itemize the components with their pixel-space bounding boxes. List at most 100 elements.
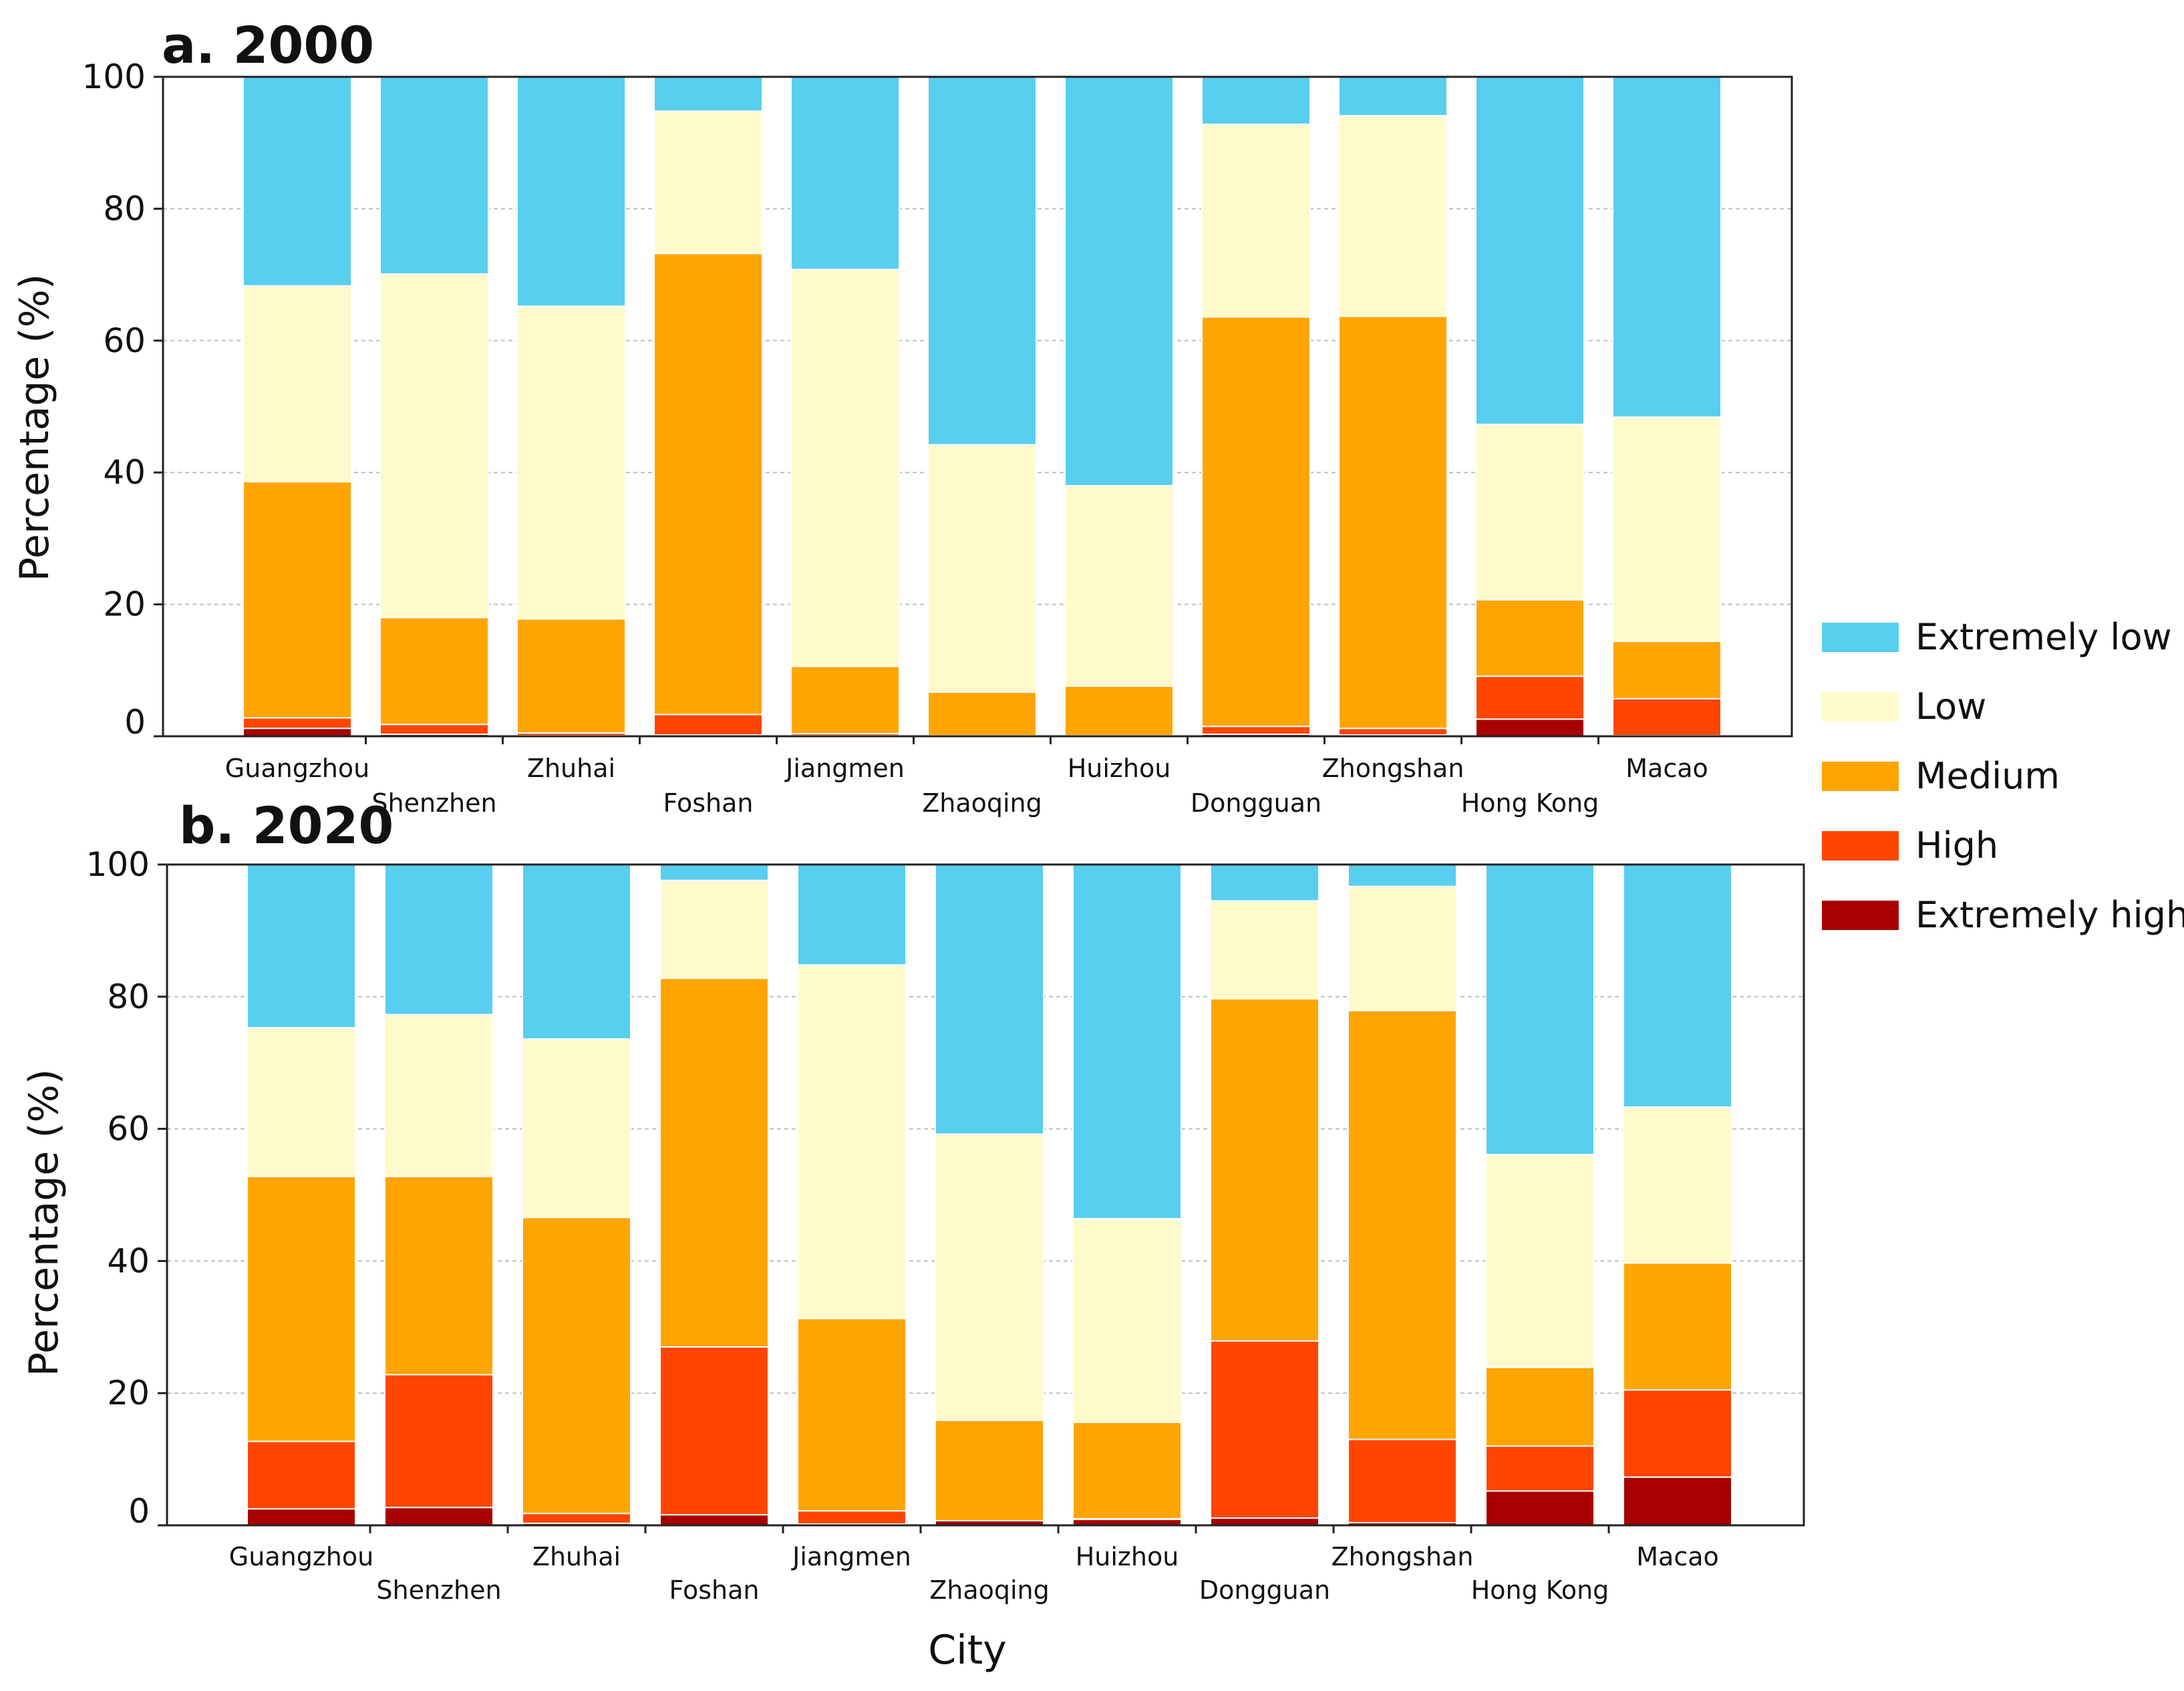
bar-foshan-high-2020	[659, 1346, 769, 1516]
x-tick-label-zhongshan: Zhongshan	[1322, 754, 1464, 783]
y-tick-label: 100	[86, 845, 150, 884]
bar-guangzhou-low-2020	[247, 1027, 356, 1177]
bar-guangzhou-high-2000	[243, 717, 352, 730]
panel-2020: b. 2020 Percentage (%) City 0 20 40 60 80 100…	[21, 796, 1805, 1674]
bar-stack-zhuhai-2020	[522, 864, 631, 1526]
legend-swatch-medium	[1822, 762, 1899, 791]
bar-zhuhai-medium-2020	[522, 1217, 631, 1515]
bar-stack-dongguan-2000	[1201, 76, 1311, 737]
bar-zhuhai-extremely-low-2000	[516, 76, 626, 307]
bar-zhongshan-extremely-low-2020	[1348, 864, 1457, 887]
x-tick-label-zhongshan: Zhongshan	[1332, 1542, 1474, 1571]
bar-zhaoqing-medium-2020	[935, 1419, 1044, 1522]
panel-title-2020: b. 2020	[179, 796, 394, 855]
bar-zhaoqing-extremely-low-2000	[927, 76, 1037, 446]
bar-dongguan-extremely-low-2020	[1210, 864, 1319, 902]
bar-foshan-extremely-high-2020	[659, 1514, 769, 1527]
bar-shenzhen-low-2000	[379, 273, 489, 619]
bar-hong-kong-high-2000	[1475, 675, 1585, 720]
bar-zhongshan-low-2020	[1348, 885, 1457, 1012]
bar-shenzhen-high-2000	[379, 724, 489, 736]
bar-foshan-extremely-low-2020	[659, 864, 769, 881]
bar-shenzhen-extremely-low-2020	[384, 864, 494, 1016]
legend-label-low: Low	[1915, 685, 1986, 728]
bar-guangzhou-high-2020	[247, 1440, 356, 1510]
bar-guangzhou-low-2000	[243, 285, 352, 483]
bar-hong-kong-high-2020	[1485, 1445, 1595, 1492]
bar-stack-zhongshan-2000	[1338, 76, 1448, 738]
y-axis-label-2000: Percentage (%)	[11, 274, 58, 581]
bar-stack-macao-2000	[1612, 76, 1722, 737]
legend-swatch-high	[1822, 831, 1899, 861]
bar-huizhou-extremely-low-2000	[1064, 76, 1174, 486]
y-tick-label: 80	[103, 189, 146, 228]
x-tick-label-dongguan: Dongguan	[1191, 788, 1321, 818]
bar-zhaoqing-medium-2000	[927, 691, 1037, 737]
bar-macao-medium-2020	[1623, 1262, 1732, 1391]
bar-guangzhou-extremely-high-2000	[243, 728, 352, 738]
bar-guangzhou-extremely-low-2020	[247, 864, 356, 1029]
bar-stack-dongguan-2020	[1210, 864, 1319, 1527]
x-tick-label-jiangmen: Jiangmen	[791, 1542, 911, 1571]
bar-zhuhai-low-2020	[522, 1038, 631, 1219]
bar-stack-foshan-2020	[659, 864, 769, 1527]
legend-label-medium: Medium	[1915, 755, 2060, 797]
bar-huizhou-low-2020	[1072, 1218, 1182, 1423]
bar-jiangmen-low-2020	[797, 964, 907, 1320]
y-tick-label: 60	[103, 321, 146, 360]
panel-title-2000: a. 2000	[162, 15, 374, 75]
bar-macao-low-2020	[1623, 1106, 1732, 1264]
bar-hong-kong-low-2000	[1475, 424, 1585, 601]
y-tick-label: 0	[124, 703, 146, 742]
bar-zhuhai-high-2020	[522, 1513, 631, 1525]
bar-jiangmen-extremely-low-2020	[797, 864, 907, 966]
bar-shenzhen-extremely-high-2020	[384, 1507, 494, 1527]
bar-zhongshan-high-2000	[1338, 728, 1448, 736]
y-tick-label: 20	[103, 585, 146, 624]
x-tick-label-foshan: Foshan	[669, 1575, 759, 1605]
x-tick-label-zhuhai: Zhuhai	[532, 1542, 621, 1571]
bar-foshan-extremely-low-2000	[653, 76, 763, 112]
legend-swatch-extremely-low	[1822, 623, 1899, 652]
bar-huizhou-extremely-low-2020	[1072, 864, 1182, 1220]
bar-stack-huizhou-2000	[1064, 76, 1174, 737]
y-tick-label: 40	[107, 1241, 150, 1280]
x-tick-label-zhaoqing: Zhaoqing	[929, 1575, 1050, 1605]
bar-dongguan-high-2000	[1201, 726, 1311, 736]
bar-macao-high-2020	[1623, 1389, 1732, 1478]
x-tick-label-zhuhai: Zhuhai	[527, 754, 615, 783]
bar-shenzhen-extremely-low-2000	[379, 76, 489, 275]
bar-huizhou-low-2000	[1064, 484, 1174, 687]
bar-huizhou-medium-2000	[1064, 685, 1174, 737]
legend-label-extremely-low: Extremely low	[1915, 616, 2172, 658]
bar-macao-extremely-high-2020	[1623, 1476, 1732, 1526]
x-tick-label-macao: Macao	[1636, 1542, 1719, 1571]
bar-stack-guangzhou-2020	[247, 864, 356, 1526]
bar-stack-jiangmen-2000	[790, 76, 900, 737]
x-tick-label-shenzhen: Shenzhen	[376, 1575, 501, 1605]
legend-label-high: High	[1915, 824, 1998, 867]
x-tick-label-zhaoqing: Zhaoqing	[922, 788, 1042, 818]
x-tick-label-foshan: Foshan	[663, 788, 753, 818]
plot-frame	[166, 863, 1805, 1527]
bar-hong-kong-extremely-low-2020	[1485, 864, 1595, 1156]
bar-hong-kong-extremely-low-2000	[1475, 76, 1585, 426]
x-tick-label-huizhou: Huizhou	[1068, 754, 1171, 783]
bar-shenzhen-medium-2020	[384, 1175, 494, 1376]
bar-shenzhen-low-2020	[384, 1014, 494, 1177]
x-tick-label-shenzhen: Shenzhen	[371, 788, 496, 818]
bar-zhongshan-extremely-low-2000	[1338, 76, 1448, 117]
x-tick-label-guangzhou: Guangzhou	[229, 1542, 373, 1571]
y-tick-label: 20	[107, 1374, 150, 1412]
bar-stack-zhuhai-2000	[516, 76, 626, 737]
bar-dongguan-medium-2000	[1201, 316, 1311, 728]
panel-2000: a. 2000 Percentage (%) 0 20 40 60 80 100 Guang…	[11, 15, 1793, 818]
bar-zhongshan-high-2020	[1348, 1438, 1457, 1524]
bar-jiangmen-extremely-low-2000	[790, 76, 900, 271]
bar-macao-extremely-low-2020	[1623, 864, 1732, 1108]
legend-swatch-extremely-high	[1822, 901, 1899, 930]
bar-guangzhou-extremely-high-2020	[247, 1508, 356, 1526]
bar-foshan-high-2000	[653, 714, 763, 736]
bar-stack-shenzhen-2000	[379, 76, 489, 737]
x-tick-label-hong-kong: Hong Kong	[1471, 1575, 1609, 1605]
